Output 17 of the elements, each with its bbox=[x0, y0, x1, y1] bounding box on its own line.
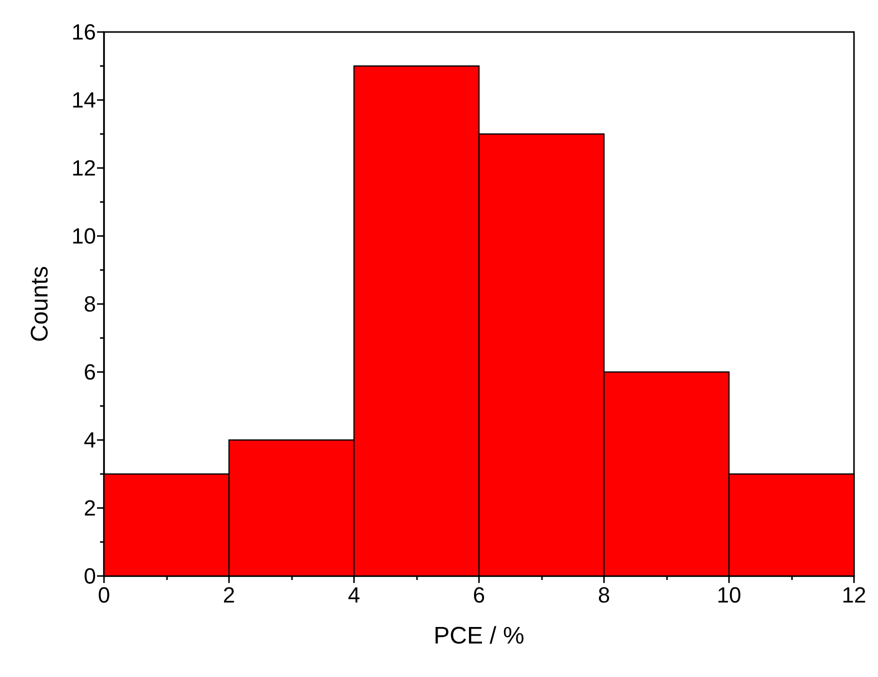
x-tick-label: 10 bbox=[716, 582, 742, 608]
y-tick-label: 6 bbox=[84, 360, 96, 384]
y-tick-label: 4 bbox=[84, 428, 96, 452]
y-tick-label: 8 bbox=[84, 292, 96, 316]
y-tick-label: 10 bbox=[72, 224, 96, 248]
x-tick-label: 6 bbox=[472, 582, 486, 608]
y-tick-label: 0 bbox=[84, 564, 96, 588]
y-axis-title: Counts bbox=[26, 266, 54, 342]
x-tick-label: 2 bbox=[222, 582, 236, 608]
y-tick-label: 16 bbox=[72, 20, 96, 44]
x-tick-label: 12 bbox=[842, 582, 866, 608]
x-tick-label: 8 bbox=[598, 582, 610, 608]
y-tick-label: 2 bbox=[84, 496, 96, 520]
y-tick-label: 12 bbox=[72, 156, 96, 180]
y-tick-label: 14 bbox=[72, 88, 96, 112]
x-axis-title: PCE / % bbox=[434, 622, 524, 650]
x-tick-label: 4 bbox=[348, 582, 360, 608]
